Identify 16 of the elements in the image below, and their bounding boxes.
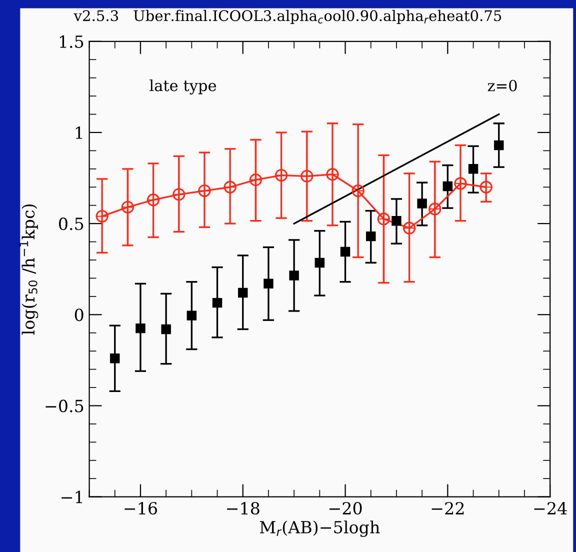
y-tick-label: 1.5 [60,35,84,48]
annotation: late type [150,79,216,94]
y-axis-title: log(r$_{50}$ /h$^{−1}$kpc) [20,204,38,335]
x-tick-label: −18 [227,502,260,515]
x-tick-label: −22 [432,502,464,514]
x-tick-label: −16 [124,502,158,515]
y-tick-label: −0.5 [46,400,84,412]
x-tick-label: −20 [329,502,362,515]
y-tick-label: 0 [74,308,84,322]
chart-title: v2.5.3 Uber.final.ICOOL3.alpha$_{c}$ool0.90.alpha$_{r}$eheat0.75 [74,10,502,24]
x-tick-label: −24 [534,502,567,514]
annotation: z=0 [488,80,517,92]
y-tick-label: −1 [62,490,82,504]
y-tick-label: 1 [76,126,82,139]
y-tick-label: 0.5 [59,218,84,230]
x-axis-title: M$_{r}$(AB)−5logh [260,520,380,537]
